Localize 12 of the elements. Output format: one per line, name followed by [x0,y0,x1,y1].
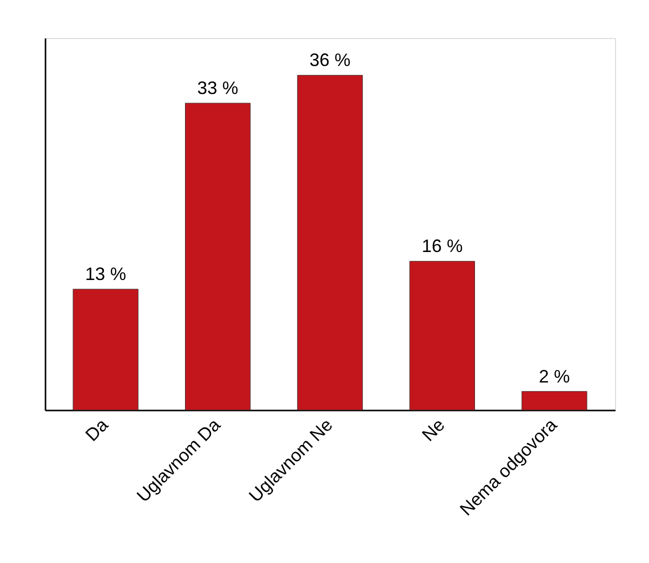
bar [409,260,475,410]
data-label: 33 % [197,78,238,98]
data-label: 36 % [309,50,351,70]
x-tick-label: Ne [418,414,449,446]
data-label: 2 % [538,366,570,386]
bar [297,74,363,410]
x-tick-label: Da [82,414,113,446]
data-label: 16 % [422,236,463,256]
bar [72,288,138,410]
bar [522,391,588,410]
bar [185,102,251,410]
data-label: 13 % [85,264,126,284]
